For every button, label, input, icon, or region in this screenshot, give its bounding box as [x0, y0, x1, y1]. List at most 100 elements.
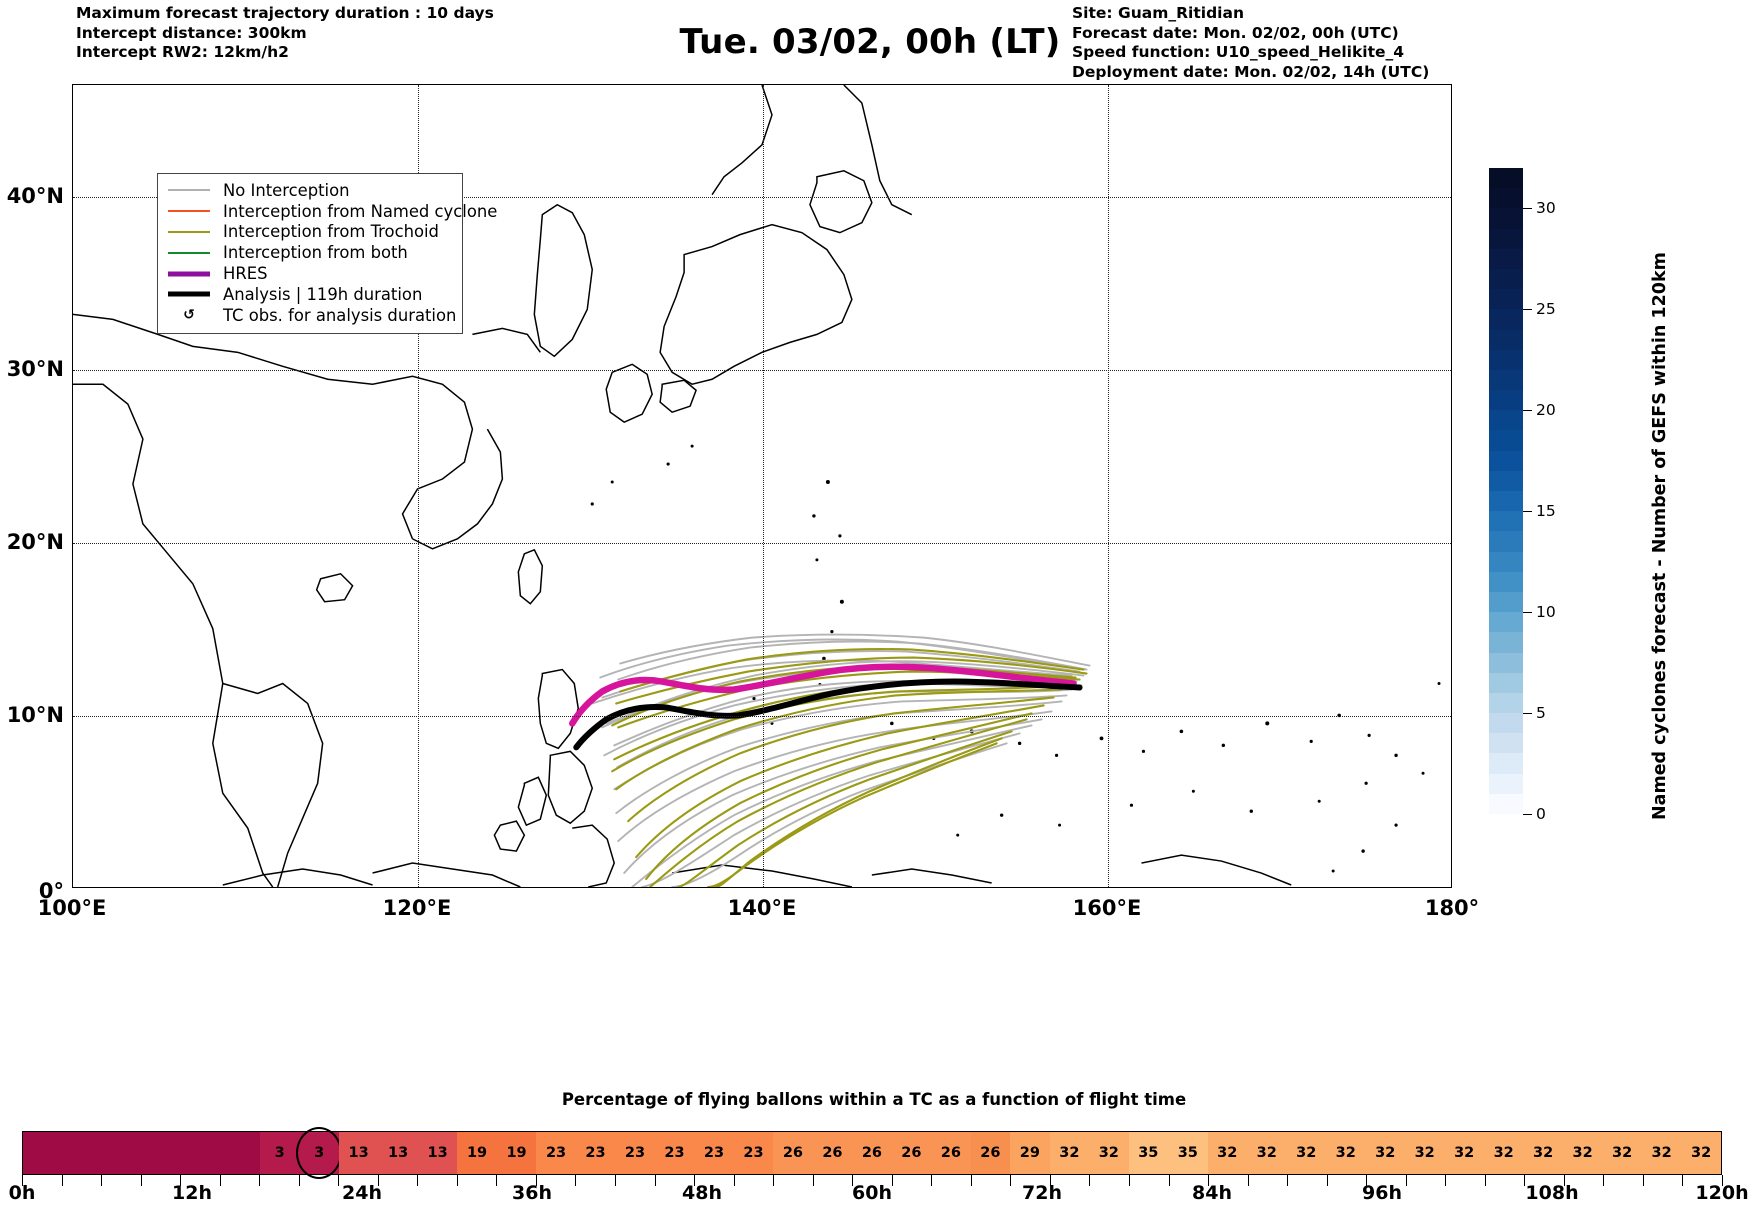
x-tick-140e: 140°E [727, 896, 797, 920]
percentage-cell-24[interactable]: 26 [970, 1132, 1011, 1174]
percentage-cell-32[interactable]: 32 [1286, 1132, 1326, 1174]
colorbar-step-3 [1489, 733, 1523, 754]
percentage-cell-41[interactable]: 32 [1641, 1132, 1682, 1174]
colorbar-tick-label-25: 25 [1536, 300, 1556, 319]
legend-item-1[interactable]: Interception from Named cyclone [166, 201, 497, 222]
pct-tick-15 [615, 1175, 617, 1186]
percentage-cell-14[interactable]: 23 [575, 1132, 616, 1174]
percentage-cell-value: 32 [1256, 1145, 1277, 1161]
percentage-cell-3[interactable] [141, 1132, 181, 1174]
y-tick-20: 20°N [6, 530, 64, 554]
percentage-cell-27[interactable]: 32 [1089, 1132, 1129, 1174]
pct-tick-26 [1049, 1175, 1051, 1186]
legend-item-2[interactable]: Interception from Trochoid [166, 222, 454, 243]
colorbar-step-11 [1489, 571, 1523, 592]
percentage-cell-value: 32 [1454, 1145, 1475, 1161]
percentage-cell-36[interactable]: 32 [1444, 1132, 1484, 1174]
colorbar-tick-label-15: 15 [1536, 502, 1556, 521]
page-title-text: Tue. 03/02, 00h (LT) [679, 22, 1061, 62]
percentage-cell-30[interactable]: 32 [1207, 1132, 1248, 1174]
pct-xlabel-120h: 120h [1695, 1182, 1748, 1204]
percentage-cell-37[interactable]: 32 [1483, 1132, 1524, 1174]
percentage-cell-23[interactable]: 26 [931, 1132, 971, 1174]
percentage-cell-15[interactable]: 23 [615, 1132, 655, 1174]
legend-item-label: Analysis | 119h duration [223, 284, 423, 304]
percentage-cell-33[interactable]: 32 [1325, 1132, 1366, 1174]
percentage-cell-26[interactable]: 32 [1049, 1132, 1090, 1174]
colorbar-step-30 [1489, 188, 1523, 209]
colorbar-tick-25 [1523, 309, 1532, 311]
legend-item-0[interactable]: No Interception [166, 180, 454, 201]
percentage-cell-13[interactable]: 23 [536, 1132, 576, 1174]
percentage-cell-12[interactable]: 19 [496, 1132, 537, 1174]
gridline-lat-40 [73, 197, 1451, 198]
pct-tick-32 [1287, 1175, 1289, 1186]
percentage-cell-34[interactable]: 32 [1365, 1132, 1405, 1174]
percentage-cell-value: 32 [1414, 1145, 1435, 1161]
percentage-cell-7[interactable]: 3 [296, 1127, 343, 1179]
percentage-cell-17[interactable]: 23 [694, 1132, 734, 1174]
pct-tick-12 [496, 1175, 498, 1186]
percentage-cell-38[interactable]: 32 [1523, 1132, 1563, 1174]
percentage-cell-9[interactable]: 13 [378, 1132, 418, 1174]
percentage-cell-29[interactable]: 35 [1168, 1132, 1208, 1174]
percentage-cell-value: 32 [1572, 1145, 1593, 1161]
x-tick-100e: 100°E [37, 896, 107, 920]
legend-item-4[interactable]: HRES [166, 263, 454, 284]
percentage-cell-22[interactable]: 26 [891, 1132, 932, 1174]
legend-line-swatch [166, 201, 212, 221]
percentage-cell-4[interactable] [180, 1132, 221, 1174]
pct-xlabel-60h: 60h [852, 1182, 892, 1204]
percentage-bar-ticks [22, 1175, 1723, 1186]
percentage-cell-35[interactable]: 32 [1404, 1132, 1445, 1174]
legend-item-5[interactable]: Analysis | 119h duration [166, 284, 454, 305]
percentage-cell-19[interactable]: 26 [773, 1132, 813, 1174]
percentage-cell-28[interactable]: 35 [1128, 1132, 1169, 1174]
pct-tick-23 [931, 1175, 933, 1186]
page-title: Tue. 03/02, 00h (LT) [0, 22, 1748, 62]
map-panel[interactable]: No Interception Interception from Named c… [72, 84, 1452, 888]
pct-tick-27 [1089, 1175, 1091, 1186]
swatch-line [168, 291, 210, 297]
legend-item-3[interactable]: Interception from both [166, 242, 454, 263]
colorbar-step-6 [1489, 672, 1523, 693]
percentage-cell-25[interactable]: 29 [1010, 1132, 1050, 1174]
percentage-cell-8[interactable]: 13 [338, 1132, 379, 1174]
percentage-cell-21[interactable]: 26 [852, 1132, 892, 1174]
percentage-cell-1[interactable] [62, 1132, 102, 1174]
percentage-cell-0[interactable] [23, 1132, 63, 1174]
colorbar-step-9 [1489, 612, 1523, 633]
percentage-cell-10[interactable]: 13 [417, 1132, 458, 1174]
colorbar-step-14 [1489, 511, 1523, 532]
percentage-cell-value: 19 [466, 1145, 488, 1161]
pct-xlabel-72h: 72h [1022, 1182, 1062, 1204]
percentage-cell-value: 32 [1375, 1145, 1396, 1161]
percentage-cell-6[interactable]: 3 [259, 1132, 300, 1174]
percentage-cell-39[interactable]: 32 [1562, 1132, 1603, 1174]
percentage-cell-value: 13 [427, 1145, 448, 1161]
legend-item-label: Interception from both [223, 243, 408, 263]
colorbar-step-2 [1489, 753, 1523, 774]
percentage-cell-11[interactable]: 19 [457, 1132, 497, 1174]
gefs-colorbar: 0 5 10 15 20 25 30 [1489, 168, 1556, 823]
pct-tick-4 [180, 1175, 182, 1186]
percentage-cell-5[interactable] [220, 1132, 260, 1174]
percentage-cell-42[interactable]: 32 [1681, 1132, 1721, 1174]
percentage-cell-40[interactable]: 32 [1602, 1132, 1642, 1174]
percentage-cell-18[interactable]: 23 [733, 1132, 774, 1174]
pct-tick-28 [1128, 1175, 1130, 1186]
legend-item-6[interactable]: ↺ TC obs. for analysis duration [166, 305, 456, 326]
percentage-cell-value: 26 [980, 1145, 1001, 1161]
pct-tick-43 [1722, 1175, 1723, 1186]
percentage-cell-31[interactable]: 32 [1247, 1132, 1287, 1174]
percentage-cell-20[interactable]: 26 [812, 1132, 853, 1174]
percentage-bar[interactable]: 3 3 13 13 13 19 19 23 23 23 23 23 23 26 26 26 26 26 26 29 32… [22, 1127, 1722, 1179]
percentage-cell-value: 32 [1651, 1145, 1672, 1161]
percentage-cell-16[interactable]: 23 [654, 1132, 695, 1174]
percentage-cell-value: 35 [1177, 1145, 1198, 1161]
colorbar-tick-10 [1523, 612, 1532, 614]
pct-xlabel-84h: 84h [1192, 1182, 1232, 1204]
percentage-cell-2[interactable] [101, 1132, 142, 1174]
header-right-line-3: Deployment date: Mon. 02/02, 14h (UTC) [1072, 62, 1430, 81]
gridline-lon-160 [1108, 85, 1109, 887]
